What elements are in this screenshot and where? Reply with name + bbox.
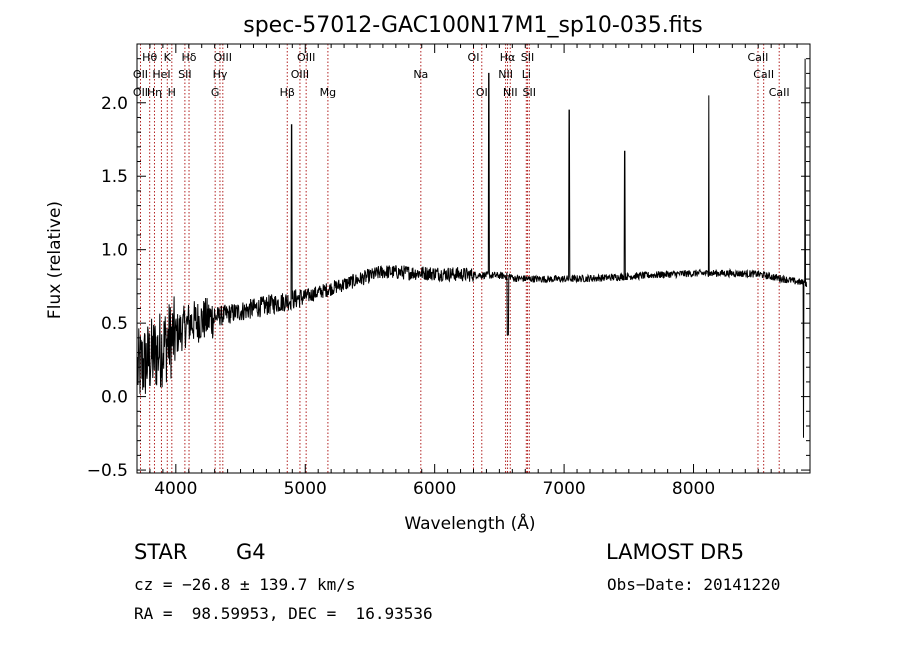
- line-marker-label: Li: [522, 68, 531, 81]
- line-marker-label: SII: [178, 68, 191, 81]
- line-marker-label: G: [211, 86, 220, 99]
- line-marker-label: NII: [498, 68, 513, 81]
- x-tick-label: 6000: [413, 479, 456, 499]
- line-marker-label: CaII: [769, 86, 790, 99]
- y-tick-label: 1.0: [101, 241, 128, 261]
- line-marker-label: CaII: [748, 51, 769, 64]
- y-tick-label: 1.5: [101, 167, 128, 187]
- line-marker-label: HeI: [152, 68, 170, 81]
- y-tick-label: 0.5: [101, 314, 128, 334]
- x-tick-label: 5000: [284, 479, 327, 499]
- y-tick-label: −0.5: [87, 461, 128, 481]
- x-tick-label: 8000: [672, 479, 715, 499]
- line-marker-label: Hθ: [142, 51, 157, 64]
- y-axis-ticks: −0.5 0.0 0.5 1.0 1.5 2.0: [87, 58, 810, 481]
- line-marker-label: SII: [523, 86, 536, 99]
- line-marker-label: H: [168, 86, 176, 99]
- x-axis-ticks: 4000 5000 6000 7000 8000: [149, 44, 798, 499]
- y-tick-label: 2.0: [101, 94, 128, 114]
- line-marker-label: OIII: [297, 51, 315, 64]
- x-axis-label: Wavelength (Å): [404, 512, 535, 534]
- chart-title: spec-57012-GAC100N17M1_sp10-035.fits: [243, 13, 703, 38]
- line-marker-label: SII: [521, 51, 534, 64]
- redshift-velocity: cz = −26.8 ± 139.7 km/s: [134, 575, 356, 594]
- line-marker-label: Mg: [320, 86, 336, 99]
- line-marker-label: CaII: [753, 68, 774, 81]
- spectrum-line: [137, 58, 808, 438]
- line-marker-label: Hδ: [182, 51, 197, 64]
- line-marker-label: OII: [133, 68, 148, 81]
- x-tick-label: 4000: [154, 479, 197, 499]
- line-marker-label: Hβ: [280, 86, 295, 99]
- coordinates: RA = 98.59953, DEC = 16.93536: [134, 604, 433, 623]
- line-marker-label: OI: [468, 51, 480, 64]
- y-tick-label: 0.0: [101, 388, 128, 408]
- line-marker-label: OIII: [291, 68, 309, 81]
- line-marker-label: Na: [413, 68, 428, 81]
- object-subclass: G4: [236, 540, 266, 564]
- x-tick-label: 7000: [542, 479, 585, 499]
- y-axis-label: Flux (relative): [45, 201, 65, 319]
- line-marker-label: K: [164, 51, 172, 64]
- line-marker-label: OI: [476, 86, 488, 99]
- line-markers: [139, 44, 780, 473]
- line-marker-label: Hα: [500, 51, 516, 64]
- line-marker-label: NII: [503, 86, 518, 99]
- observation-date: Obs−Date: 20141220: [607, 575, 781, 594]
- spectrum-series: [137, 58, 808, 438]
- survey-name: LAMOST DR5: [606, 540, 745, 564]
- line-marker-label: Hγ: [213, 68, 228, 81]
- line-marker-label: Hη: [147, 86, 162, 99]
- line-marker-label: OIII: [214, 51, 232, 64]
- object-class: STAR: [134, 540, 188, 564]
